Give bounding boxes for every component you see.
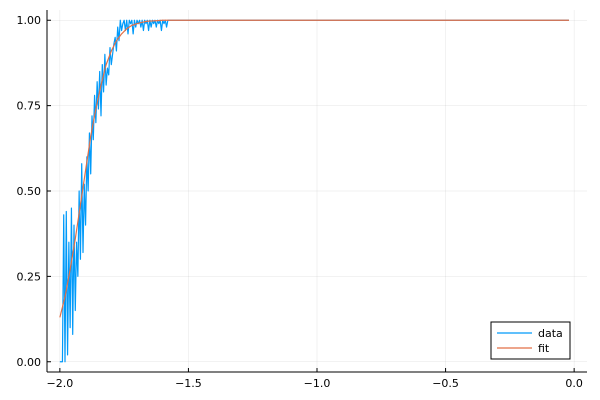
legend-label-data: data — [538, 327, 563, 340]
y-ticks: 0.00 0.25 0.50 0.75 1.00 — [17, 14, 51, 369]
series-line-fit — [59, 19, 569, 318]
x-tick-label: −1.0 — [304, 377, 331, 390]
legend: data fit — [490, 321, 571, 360]
y-tick-label: 0.00 — [17, 356, 42, 369]
series-layer — [59, 19, 569, 363]
x-tick-label: −1.5 — [175, 377, 202, 390]
x-ticks: −2.0 −1.5 −1.0 −0.5 0.0 — [46, 368, 583, 390]
y-tick-label: 1.00 — [17, 14, 42, 27]
legend-box — [490, 321, 571, 360]
y-tick-label: 0.75 — [17, 100, 42, 113]
y-tick-label: 0.25 — [17, 270, 42, 283]
x-tick-label: 0.0 — [565, 377, 583, 390]
x-tick-label: −2.0 — [46, 377, 73, 390]
plot-background — [47, 10, 587, 372]
legend-label-fit: fit — [538, 342, 550, 355]
x-tick-label: −0.5 — [432, 377, 459, 390]
y-tick-label: 0.50 — [17, 185, 42, 198]
